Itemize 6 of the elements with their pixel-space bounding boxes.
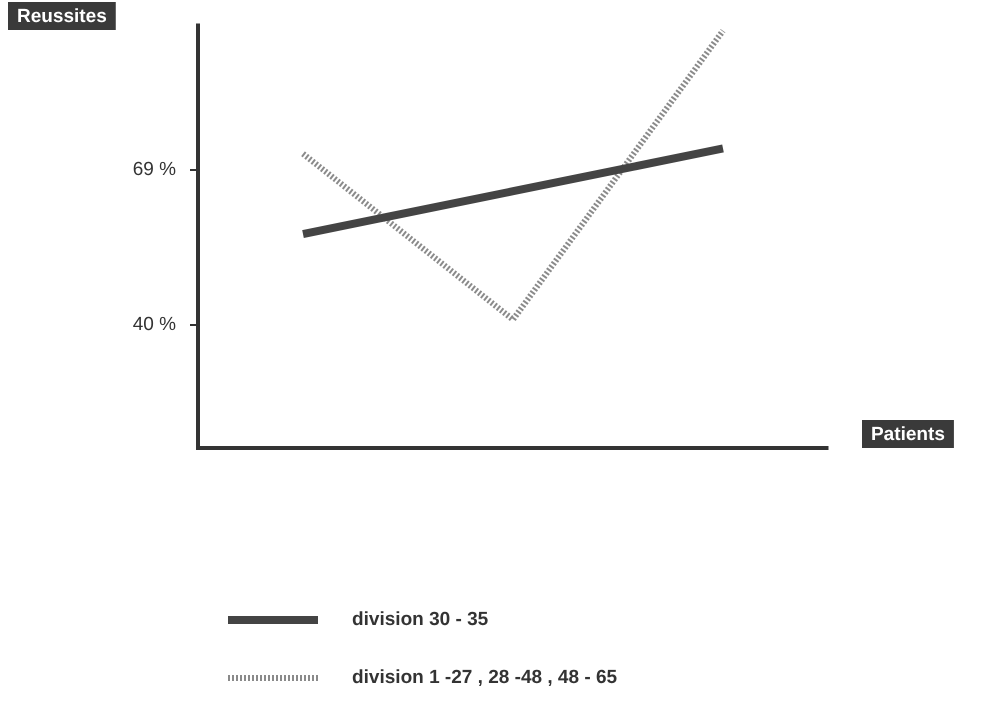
legend-label: division 1 -27 , 28 -48 , 48 - 65 [352, 667, 618, 688]
y-tick-label: 40 % [132, 314, 176, 336]
y-tick-label: 69 % [132, 159, 176, 180]
x-axis-title: Patients [871, 424, 945, 446]
legend-label: division 30 - 35 [352, 609, 489, 630]
y-axis-title: Reussites [17, 6, 107, 28]
